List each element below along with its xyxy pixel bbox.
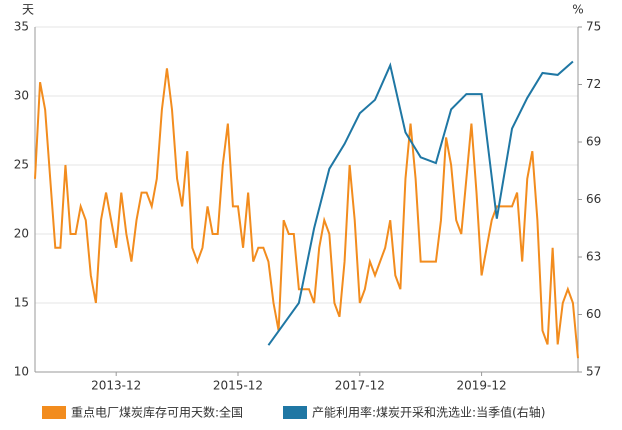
y2-tick-label: 75 [586,20,601,34]
y-tick-label: 20 [14,227,29,241]
x-tick-label: 2013-12 [91,379,141,393]
y2-tick-label: 57 [586,365,601,379]
legend-swatch [42,406,66,419]
y2-tick-label: 60 [586,307,601,321]
y2-axis-label: % [572,3,583,17]
y-tick-label: 15 [14,296,29,310]
x-tick-label: 2017-12 [335,379,385,393]
legend-label: 重点电厂煤炭库存可用天数:全国 [71,405,243,420]
y2-tick-label: 69 [586,135,601,149]
legend-label: 产能利用率:煤炭开采和洗选业:当季值(右轴) [312,405,545,420]
y2-tick-label: 66 [586,192,601,206]
y-tick-label: 30 [14,89,29,103]
y2-tick-label: 63 [586,250,601,264]
x-tick-label: 2015-12 [213,379,263,393]
y-tick-label: 35 [14,20,29,34]
series-line [34,68,579,359]
y-tick-label: 10 [14,365,29,379]
legend-swatch [283,406,307,419]
y-axis-label: 天 [22,3,34,17]
series-line [267,60,574,346]
x-tick-label: 2019-12 [457,379,507,393]
y-tick-label: 25 [14,158,29,172]
y2-tick-label: 72 [586,77,601,91]
